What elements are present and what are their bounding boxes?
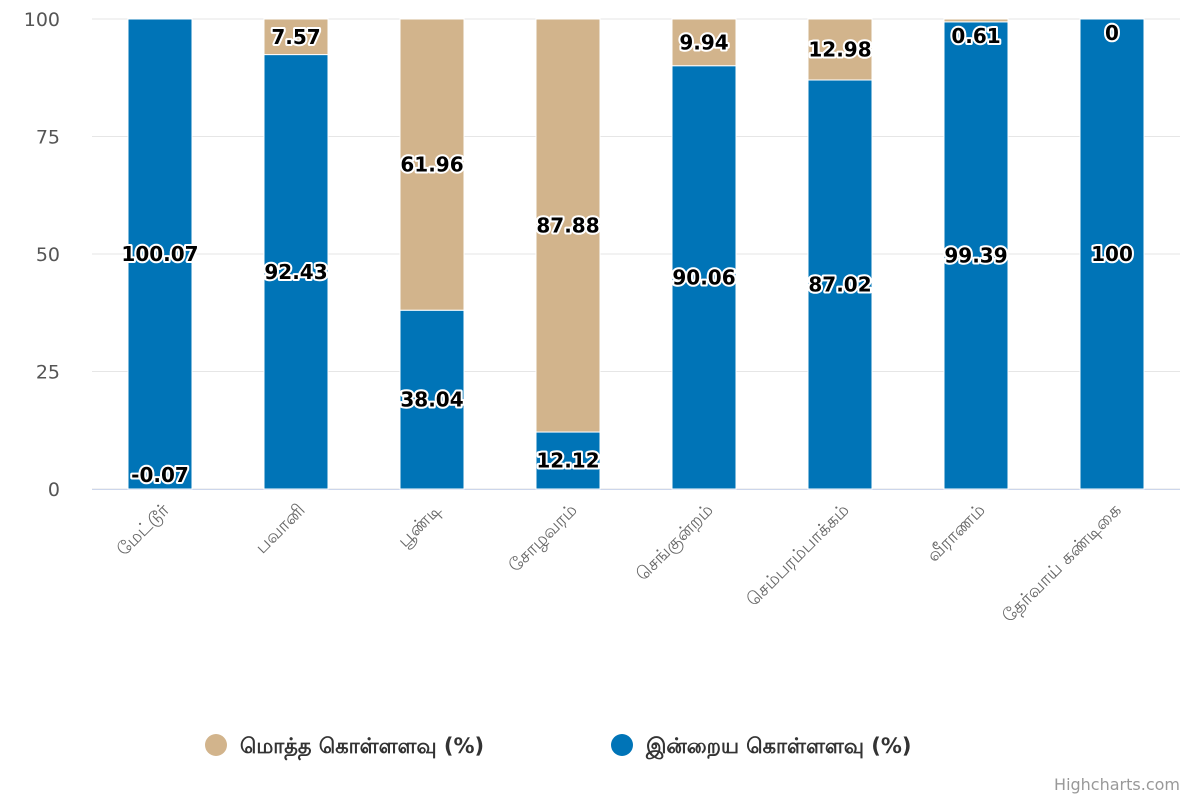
bar-current[interactable] bbox=[263, 54, 329, 490]
y-tick-label: 50 bbox=[36, 244, 60, 266]
bar-total[interactable] bbox=[807, 18, 873, 81]
x-tick-label: செங்குன்றம் bbox=[632, 500, 718, 586]
bar-total[interactable] bbox=[399, 18, 465, 311]
y-axis: 0 25 50 75 100 bbox=[24, 9, 1180, 501]
grid-lines bbox=[92, 18, 1180, 490]
bar-current[interactable] bbox=[1079, 18, 1145, 490]
y-tick-label: 25 bbox=[36, 362, 60, 384]
x-tick-label: வீராணம் bbox=[923, 500, 990, 567]
data-label-current: 99.39 bbox=[944, 243, 1007, 267]
data-label-total: 61.96 bbox=[400, 153, 463, 177]
data-label-total: 9.94 bbox=[679, 30, 728, 54]
x-tick-label: மேட்டூர் bbox=[113, 499, 174, 560]
data-label-current: 12.12 bbox=[536, 449, 599, 473]
bar-total[interactable] bbox=[535, 18, 601, 433]
x-tick-label: செம்பரம்பாக்கம் bbox=[743, 500, 854, 611]
bar-current[interactable] bbox=[535, 431, 601, 490]
credits-text[interactable]: Highcharts.com bbox=[1054, 775, 1180, 794]
bars bbox=[127, 18, 1145, 490]
data-label-total: 0 bbox=[1105, 21, 1119, 45]
data-label-total: 0.61 bbox=[951, 24, 1000, 48]
data-label-total: 87.88 bbox=[536, 214, 599, 238]
legend-item-label[interactable]: இன்றைய கொள்ளளவு (%) bbox=[645, 734, 912, 760]
x-tick-label: சோழவரம் bbox=[505, 500, 583, 578]
data-labels: 100.07 -0.07 92.43 7.57 38.04 61.96 12.12 87.88… bbox=[119, 19, 1134, 489]
bar-total[interactable] bbox=[671, 18, 737, 67]
legend[interactable]: மொத்த கொள்ளளவு (%) இன்றைய கொள்ளளவு (%) bbox=[205, 734, 912, 761]
data-label-current: 92.43 bbox=[264, 260, 327, 284]
y-tick-label: 100 bbox=[24, 9, 60, 31]
data-label-current: 100.07 bbox=[121, 242, 198, 266]
x-tick-label: தேர்வாய் கண்டிகை bbox=[998, 500, 1126, 628]
legend-marker[interactable] bbox=[611, 734, 633, 756]
data-label-total: 7.57 bbox=[271, 25, 320, 49]
legend-item-label[interactable]: மொத்த கொள்ளளவு (%) bbox=[240, 734, 484, 761]
bar-current[interactable] bbox=[671, 65, 737, 490]
bar-current[interactable] bbox=[127, 18, 193, 490]
data-label-current: 100 bbox=[1091, 242, 1133, 266]
data-label-total: -0.07 bbox=[131, 463, 189, 487]
legend-marker[interactable] bbox=[205, 734, 227, 756]
x-axis: மேட்டூர் பவானி பூண்டி சோழவரம் செங்குன்றம் செம… bbox=[113, 499, 1126, 627]
x-tick-label: பவானி bbox=[251, 500, 309, 558]
bar-current[interactable] bbox=[943, 21, 1009, 490]
y-tick-label: 75 bbox=[36, 127, 60, 149]
x-tick-label: பூண்டி bbox=[394, 499, 447, 552]
y-tick-label: 0 bbox=[48, 479, 60, 501]
data-label-total: 12.98 bbox=[808, 38, 871, 62]
data-label-current: 38.04 bbox=[400, 388, 463, 412]
data-label-current: 90.06 bbox=[672, 265, 735, 289]
data-label-current: 87.02 bbox=[808, 273, 871, 297]
bar-total[interactable] bbox=[943, 18, 1009, 23]
bar-total[interactable] bbox=[263, 18, 329, 56]
bar-current[interactable] bbox=[399, 309, 465, 490]
bar-current[interactable] bbox=[807, 79, 873, 490]
